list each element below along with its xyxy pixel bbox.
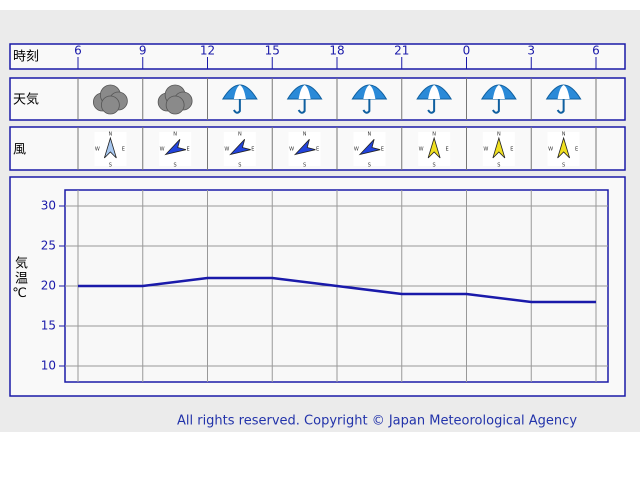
compass-letter: E bbox=[381, 147, 384, 153]
y-tick-label: 10 bbox=[41, 359, 56, 373]
wind-arrow bbox=[229, 139, 251, 156]
wind-icon: N E S W bbox=[288, 132, 321, 169]
wind-icon: N E S W bbox=[547, 132, 580, 169]
umbrella-icon bbox=[351, 84, 388, 114]
umbrella-stripe bbox=[428, 85, 441, 99]
wind-arrow bbox=[358, 139, 381, 156]
umbrella-icon bbox=[221, 84, 258, 114]
compass-letter: W bbox=[483, 147, 488, 153]
umbrella-stripe bbox=[233, 85, 246, 99]
x-tick-label: 21 bbox=[394, 44, 409, 58]
x-tick-label: 0 bbox=[463, 44, 471, 58]
compass-letter: W bbox=[548, 147, 553, 153]
compass-letter: S bbox=[433, 163, 436, 169]
cloud-icon bbox=[157, 84, 193, 115]
umbrella-icon bbox=[416, 84, 453, 114]
umbrella-icon bbox=[545, 84, 582, 114]
umbrella-handle bbox=[297, 99, 306, 114]
compass-letter: E bbox=[122, 147, 125, 153]
wind-icon: N E S W bbox=[159, 132, 192, 169]
compass-letter: E bbox=[187, 147, 190, 153]
wind-icon: N E S W bbox=[418, 132, 451, 169]
compass-letter: E bbox=[446, 147, 449, 153]
time-row bbox=[9, 43, 626, 70]
y-tick-label: 25 bbox=[41, 239, 56, 253]
x-tick-label: 18 bbox=[329, 44, 344, 58]
compass-letter: N bbox=[562, 132, 566, 138]
copyright: All rights reserved. Copyright © Japan M… bbox=[177, 414, 577, 429]
umbrella-stripe bbox=[363, 85, 376, 99]
wind-icon: N E S W bbox=[94, 132, 127, 169]
umbrella-handle bbox=[362, 99, 371, 114]
umbrella-icon bbox=[480, 84, 517, 114]
compass-letter: E bbox=[575, 147, 578, 153]
umbrella-handle bbox=[492, 99, 500, 114]
umbrella-stripe bbox=[298, 85, 311, 99]
umbrella-stripe bbox=[492, 85, 505, 99]
cloud-part bbox=[165, 95, 185, 115]
wind-icon: N E S W bbox=[353, 132, 386, 169]
compass-letter: S bbox=[238, 163, 241, 169]
compass-letter: N bbox=[303, 132, 307, 138]
compass-letter: W bbox=[289, 147, 294, 153]
umbrella-stripe bbox=[557, 85, 570, 99]
y-tick-label: 15 bbox=[41, 319, 56, 333]
wind-arrow bbox=[164, 139, 187, 156]
umbrella-handle bbox=[233, 99, 241, 114]
y-tick-label: 30 bbox=[41, 199, 56, 213]
wind-arrow bbox=[293, 139, 316, 156]
umbrella-handle bbox=[427, 99, 436, 114]
compass-letter: N bbox=[497, 132, 501, 138]
compass-letter: W bbox=[224, 147, 229, 153]
compass-letter: S bbox=[109, 163, 112, 169]
compass-letter: N bbox=[109, 132, 113, 138]
temperature-line bbox=[78, 276, 596, 304]
wind-icon: N E S W bbox=[482, 132, 515, 169]
compass-letter: S bbox=[497, 163, 500, 169]
x-tick-label: 15 bbox=[265, 44, 280, 58]
x-tick-label: 6 bbox=[592, 44, 600, 58]
wind-arrow bbox=[427, 136, 441, 159]
compass-letter: S bbox=[303, 163, 306, 169]
compass-letter: W bbox=[419, 147, 424, 153]
compass-letter: W bbox=[160, 147, 165, 153]
weather-label: 天気 bbox=[13, 92, 39, 108]
compass-letter: S bbox=[174, 163, 177, 169]
compass-letter: N bbox=[368, 132, 372, 138]
wind-arrow bbox=[492, 136, 506, 159]
x-tick-label: 12 bbox=[200, 44, 215, 58]
compass-letter: N bbox=[173, 132, 177, 138]
umbrella-icon bbox=[286, 84, 323, 114]
y-tick-label: 20 bbox=[41, 279, 56, 293]
compass-letter: E bbox=[316, 147, 319, 153]
compass-letter: W bbox=[354, 147, 359, 153]
x-tick-label: 3 bbox=[527, 44, 535, 58]
cloud-part bbox=[100, 95, 120, 115]
wind-icon: N E S W bbox=[223, 132, 256, 169]
umbrella-handle bbox=[556, 99, 565, 114]
compass-letter: N bbox=[432, 132, 436, 138]
y-axis-label: 気温℃ bbox=[12, 256, 27, 303]
wind-arrow bbox=[557, 136, 571, 159]
compass-letter: E bbox=[510, 147, 513, 153]
time-label: 時刻 bbox=[13, 50, 39, 65]
compass-letter: E bbox=[251, 147, 254, 153]
compass-letter: S bbox=[368, 163, 371, 169]
compass-letter: N bbox=[238, 132, 242, 138]
x-tick-label: 6 bbox=[74, 44, 82, 58]
wind-arrow bbox=[103, 136, 117, 159]
compass-letter: W bbox=[95, 147, 100, 153]
wind-label: 風 bbox=[13, 143, 26, 158]
compass-letter: S bbox=[562, 163, 565, 169]
cloud-icon bbox=[92, 84, 128, 115]
x-tick-label: 9 bbox=[139, 44, 147, 58]
